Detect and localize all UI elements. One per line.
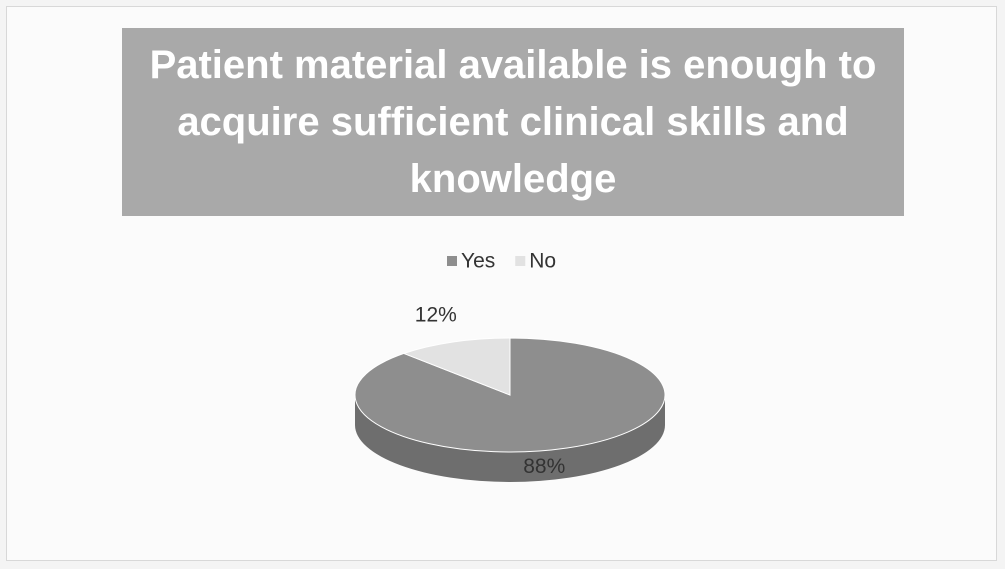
legend-swatch	[515, 256, 526, 266]
data-label: 12%	[415, 303, 457, 326]
legend-label: No	[529, 250, 556, 273]
legend-label: Yes	[461, 250, 495, 273]
legend-swatch	[447, 256, 457, 266]
pie-slice	[402, 337, 511, 396]
pie-side	[355, 395, 665, 482]
data-label: 88%	[523, 455, 565, 478]
chart-title: Patient material available is enough to …	[122, 28, 904, 216]
